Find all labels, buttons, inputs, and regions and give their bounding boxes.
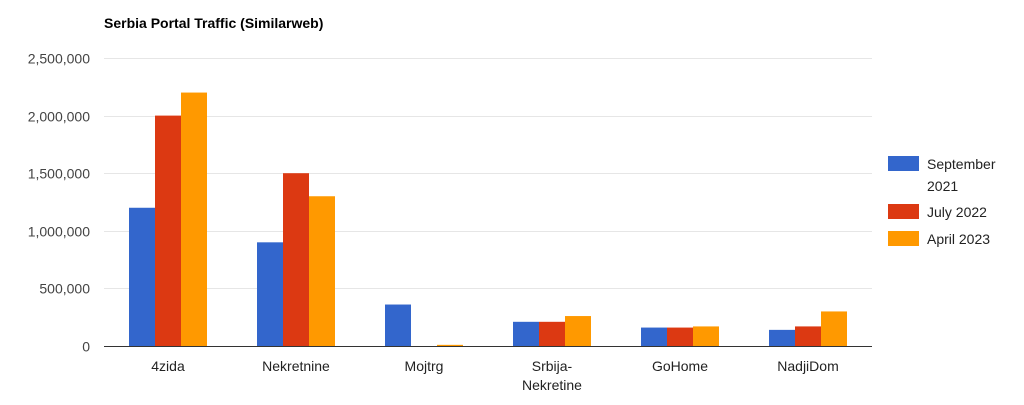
x-category-label: 4zida	[151, 358, 185, 374]
bar	[667, 327, 693, 346]
x-category-label: NadjiDom	[777, 358, 838, 374]
legend: September 2021 July 2022 April 2023	[888, 156, 996, 247]
bar	[539, 321, 565, 346]
chart-title: Serbia Portal Traffic (Similarweb)	[104, 15, 323, 31]
x-category-label: Nekretine	[522, 377, 582, 393]
legend-swatch	[888, 231, 919, 246]
y-tick-label: 2,000,000	[28, 109, 90, 125]
y-tick-label: 0	[82, 339, 90, 355]
y-tick-label: 2,500,000	[28, 51, 90, 67]
bar	[769, 329, 795, 346]
x-category-label: Srbija-	[532, 358, 573, 374]
bar	[257, 242, 283, 346]
legend-label: September	[927, 156, 996, 172]
legend-label: July 2022	[927, 204, 987, 220]
gridlines	[104, 58, 872, 289]
bar	[385, 304, 411, 346]
legend-label: April 2023	[927, 231, 990, 247]
bars	[129, 92, 847, 346]
y-tick-label: 1,500,000	[28, 166, 90, 182]
bar	[795, 326, 821, 346]
bar	[181, 92, 207, 346]
bar	[283, 173, 309, 346]
bar	[565, 316, 591, 346]
bar	[437, 344, 463, 346]
bar	[309, 196, 335, 346]
y-axis-ticks: 0 500,000 1,000,000 1,500,000 2,000,000 2,500…	[28, 51, 91, 355]
bar	[821, 311, 847, 346]
legend-label: 2021	[927, 178, 958, 194]
legend-swatch	[888, 204, 919, 219]
y-tick-label: 1,000,000	[28, 224, 90, 240]
bar	[693, 326, 719, 346]
x-category-label: GoHome	[652, 358, 708, 374]
bar	[641, 327, 667, 346]
bar	[513, 321, 539, 346]
bar	[155, 115, 181, 346]
x-category-label: Mojtrg	[405, 358, 444, 374]
y-tick-label: 500,000	[39, 281, 90, 297]
bar	[129, 207, 155, 346]
x-axis-categories: 4zida Nekretnine Mojtrg Srbija- Nekretine GoH…	[151, 358, 838, 393]
x-category-label: Nekretnine	[262, 358, 330, 374]
legend-swatch	[888, 156, 919, 171]
